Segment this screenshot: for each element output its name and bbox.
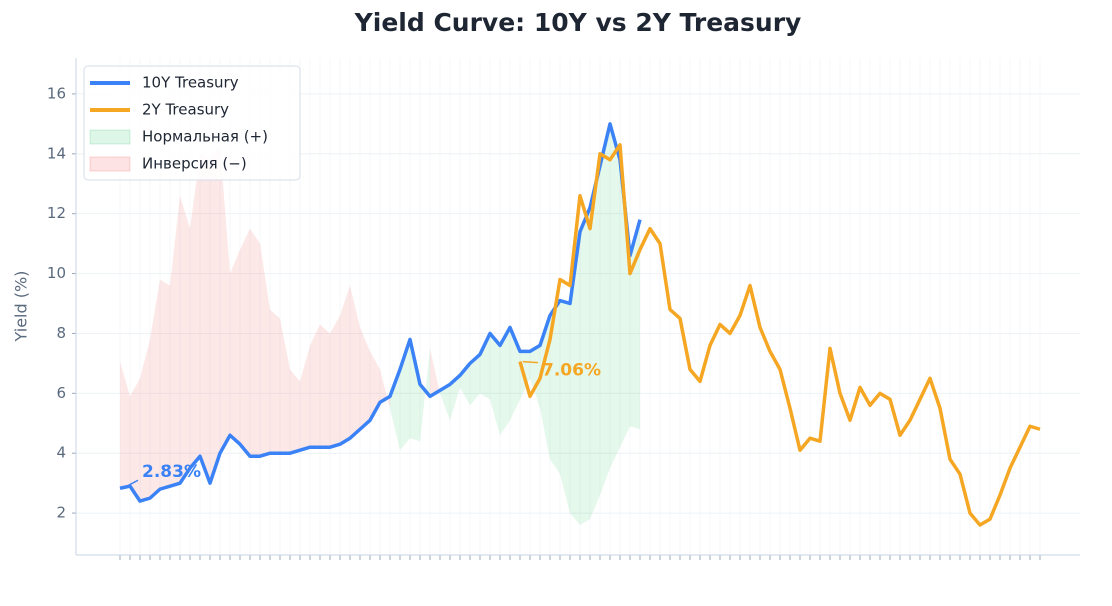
spread-fill [470, 354, 480, 406]
spread-fill [280, 318, 290, 454]
legend: 10Y Treasury 2Y Treasury Нормальная (+) Инв… [83, 65, 301, 181]
spread-fill [180, 195, 190, 484]
spread-fill [500, 327, 510, 436]
spread-fill [620, 159, 630, 448]
spread-fill [410, 339, 420, 442]
y-tick-label: 8 [56, 324, 66, 342]
spread-fill [530, 345, 540, 409]
legend-label: 2Y Treasury [142, 101, 229, 119]
spread-fill [300, 345, 310, 451]
chart-title: Yield Curve: 10Y vs 2Y Treasury [354, 8, 802, 37]
spread-fill [310, 324, 320, 448]
spread-fill [560, 300, 570, 514]
spread-fill [360, 327, 370, 430]
legend-box [83, 65, 301, 181]
spread-fill [330, 315, 340, 448]
spread-fill [320, 324, 330, 448]
spread-fill [160, 279, 170, 490]
spread-fill [380, 369, 390, 409]
spread-fill [390, 369, 400, 451]
spread-fill [170, 195, 180, 487]
y-tick-label: 16 [47, 84, 66, 102]
spread-fill [210, 144, 220, 484]
spread-fill [250, 228, 260, 457]
y-tick-label: 14 [47, 144, 66, 162]
spread-fill [130, 378, 140, 502]
spread-fill [190, 153, 200, 469]
spread-fill [340, 285, 350, 445]
line-series [518, 143, 1041, 527]
spread-fill [580, 207, 590, 526]
annotation: 2.83% [142, 462, 201, 482]
spread-fill [270, 309, 280, 454]
spread-fill [550, 300, 560, 475]
legend-swatch [89, 156, 131, 172]
spread-fill [140, 339, 150, 502]
legend-label: Нормальная (+) [142, 128, 268, 146]
spread-fill [490, 333, 500, 436]
spread-fill [350, 285, 360, 439]
spread-fill [600, 123, 610, 496]
y-tick-label: 6 [56, 384, 66, 402]
y-tick-label: 10 [47, 264, 66, 282]
spread-fill [120, 361, 130, 489]
spread-fill [510, 327, 520, 421]
spread-fill [200, 153, 210, 484]
legend-label: Инверсия (−) [142, 155, 247, 173]
spread-fill [370, 351, 380, 421]
spread-fill [570, 231, 580, 526]
annotation-arrow [522, 360, 539, 364]
spread-fill [610, 123, 620, 469]
spread-fill [150, 279, 160, 499]
y-tick-label: 2 [56, 504, 66, 522]
spread-fill [220, 144, 230, 454]
spread-fill [420, 348, 430, 442]
spread-fill [260, 243, 270, 457]
spread-fill [240, 228, 250, 457]
y-tick-label: 12 [47, 204, 66, 222]
legend-swatch [89, 129, 131, 145]
spread-fill [590, 165, 600, 520]
annotation: 7.06% [542, 361, 601, 381]
spread-fill [450, 375, 460, 421]
spread-fill [230, 249, 240, 445]
legend-label: 10Y Treasury [142, 74, 239, 92]
annotation-arrow [122, 479, 139, 489]
spread-fill [430, 348, 440, 397]
y-tick-label: 4 [56, 444, 66, 462]
spread-fill [440, 384, 450, 421]
y-axis-label: Yield (%) [12, 271, 31, 343]
spread-fill [290, 369, 300, 454]
